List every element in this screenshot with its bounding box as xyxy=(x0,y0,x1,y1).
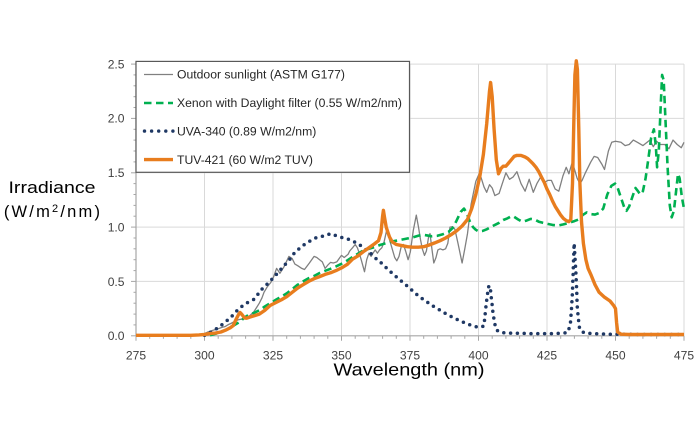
svg-text:400: 400 xyxy=(468,349,488,363)
svg-text:2.0: 2.0 xyxy=(108,112,125,126)
svg-text:TUV-421 (60 W/m2 TUV): TUV-421 (60 W/m2 TUV) xyxy=(177,153,313,167)
svg-text:(W/m2/nm): (W/m2/nm) xyxy=(4,203,102,221)
svg-text:350: 350 xyxy=(331,349,351,363)
svg-text:0.5: 0.5 xyxy=(108,275,125,289)
svg-text:275: 275 xyxy=(126,349,146,363)
svg-text:Xenon with Daylight filter (0.: Xenon with Daylight filter (0.55 W/m2/nm… xyxy=(177,96,402,110)
svg-text:1.5: 1.5 xyxy=(108,166,125,180)
svg-text:375: 375 xyxy=(400,349,420,363)
svg-text:2.5: 2.5 xyxy=(108,57,125,71)
svg-text:300: 300 xyxy=(194,349,214,363)
svg-text:Wavelength (nm): Wavelength (nm) xyxy=(334,360,485,380)
svg-text:UVA-340 (0.89 W/m2/nm): UVA-340 (0.89 W/m2/nm) xyxy=(177,124,316,138)
svg-text:Irradiance: Irradiance xyxy=(9,179,96,197)
svg-text:475: 475 xyxy=(674,349,694,363)
svg-text:325: 325 xyxy=(263,349,283,363)
svg-text:0.0: 0.0 xyxy=(108,329,125,343)
svg-text:1.0: 1.0 xyxy=(108,220,125,234)
svg-text:Outdoor sunlight (ASTM G177): Outdoor sunlight (ASTM G177) xyxy=(177,68,345,82)
svg-text:425: 425 xyxy=(537,349,557,363)
svg-text:450: 450 xyxy=(605,349,625,363)
